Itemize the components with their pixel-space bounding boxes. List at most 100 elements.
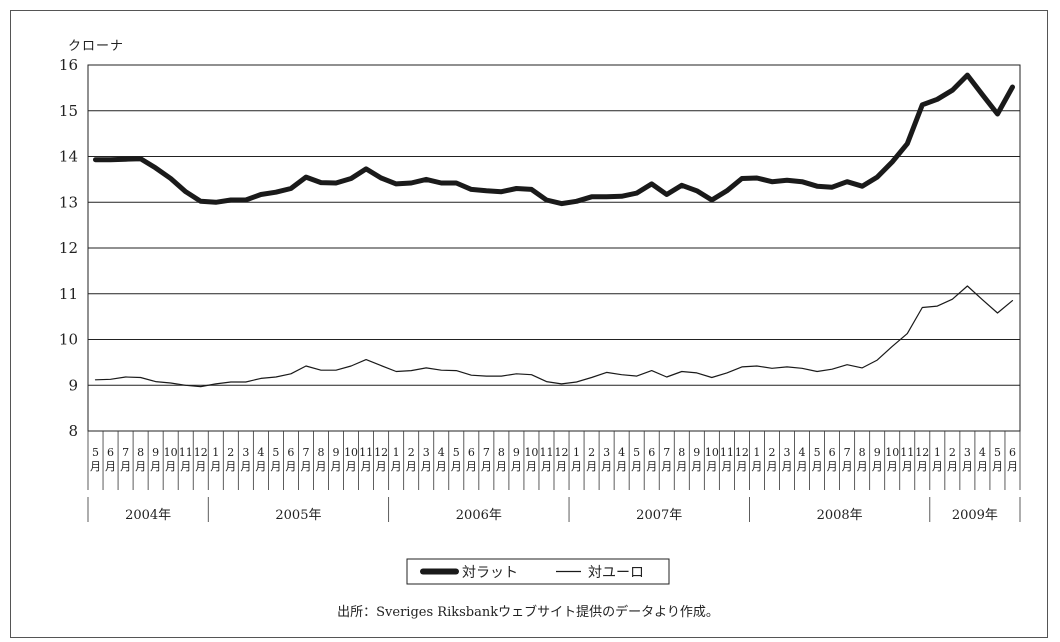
year-label: 2009年 bbox=[952, 508, 998, 523]
month-unit-label: 月 bbox=[556, 460, 567, 473]
y-tick-label: 10 bbox=[59, 331, 78, 349]
month-tick-label: 9 bbox=[513, 446, 520, 459]
month-tick-label: 2 bbox=[949, 446, 956, 459]
month-unit-label: 月 bbox=[962, 460, 973, 473]
month-unit-label: 月 bbox=[316, 460, 327, 473]
month-tick-label: 3 bbox=[964, 446, 971, 459]
month-tick-label: 11 bbox=[359, 446, 373, 459]
month-unit-label: 月 bbox=[361, 460, 372, 473]
month-unit-label: 月 bbox=[766, 460, 777, 473]
month-unit-label: 月 bbox=[90, 460, 101, 473]
x-axis: 5月6月7月8月9月10月11月12月1月2月3月4月5月6月7月8月9月10月… bbox=[87, 431, 1021, 523]
month-tick-label: 11 bbox=[720, 446, 734, 459]
year-label: 2008年 bbox=[817, 508, 863, 523]
month-unit-label: 月 bbox=[481, 460, 492, 473]
month-unit-label: 月 bbox=[812, 460, 823, 473]
month-unit-label: 月 bbox=[195, 460, 206, 473]
month-tick-label: 9 bbox=[693, 446, 700, 459]
month-tick-label: 2 bbox=[227, 446, 234, 459]
month-tick-label: 12 bbox=[735, 446, 749, 459]
month-tick-label: 9 bbox=[333, 446, 340, 459]
month-unit-label: 月 bbox=[541, 460, 552, 473]
legend-label-series-1: 対ラット bbox=[462, 565, 518, 581]
month-unit-label: 月 bbox=[947, 460, 958, 473]
month-tick-label: 2 bbox=[768, 446, 775, 459]
chart-frame bbox=[10, 10, 1048, 638]
month-unit-label: 月 bbox=[406, 460, 417, 473]
month-tick-label: 6 bbox=[107, 446, 114, 459]
month-unit-label: 月 bbox=[706, 460, 717, 473]
month-unit-label: 月 bbox=[270, 460, 281, 473]
gridlines bbox=[88, 110, 1020, 386]
month-tick-label: 10 bbox=[524, 446, 538, 459]
month-tick-label: 6 bbox=[1009, 446, 1016, 459]
month-tick-label: 1 bbox=[573, 446, 580, 459]
y-axis-label: クローナ bbox=[68, 39, 124, 54]
month-tick-label: 6 bbox=[287, 446, 294, 459]
month-unit-label: 月 bbox=[932, 460, 943, 473]
month-tick-label: 5 bbox=[272, 446, 279, 459]
month-tick-label: 3 bbox=[603, 446, 610, 459]
month-tick-label: 2 bbox=[588, 446, 595, 459]
month-tick-label: 1 bbox=[753, 446, 760, 459]
month-tick-label: 10 bbox=[705, 446, 719, 459]
legend-label-series-2: 対ユーロ bbox=[588, 565, 644, 581]
month-unit-label: 月 bbox=[992, 460, 1003, 473]
y-tick-label: 12 bbox=[59, 239, 78, 257]
month-tick-label: 12 bbox=[915, 446, 929, 459]
month-tick-label: 8 bbox=[678, 446, 685, 459]
month-unit-label: 月 bbox=[331, 460, 342, 473]
source-note: 出所：Sveriges Riksbankウェブサイト提供のデータより作成。 bbox=[337, 604, 719, 620]
month-unit-label: 月 bbox=[120, 460, 131, 473]
month-tick-label: 12 bbox=[374, 446, 388, 459]
month-unit-label: 月 bbox=[285, 460, 296, 473]
month-tick-label: 4 bbox=[979, 446, 986, 459]
month-tick-label: 3 bbox=[423, 446, 430, 459]
month-unit-label: 月 bbox=[180, 460, 191, 473]
month-tick-label: 1 bbox=[934, 446, 941, 459]
month-tick-label: 9 bbox=[152, 446, 159, 459]
month-tick-label: 7 bbox=[122, 446, 129, 459]
month-tick-label: 10 bbox=[164, 446, 178, 459]
month-tick-label: 7 bbox=[663, 446, 670, 459]
month-unit-label: 月 bbox=[631, 460, 642, 473]
month-tick-label: 4 bbox=[257, 446, 264, 459]
month-unit-label: 月 bbox=[616, 460, 627, 473]
month-tick-label: 3 bbox=[784, 446, 791, 459]
month-tick-label: 5 bbox=[994, 446, 1001, 459]
month-tick-label: 2 bbox=[408, 446, 415, 459]
month-tick-label: 11 bbox=[900, 446, 914, 459]
y-tick-label: 16 bbox=[59, 56, 78, 74]
month-unit-label: 月 bbox=[421, 460, 432, 473]
legend: 対ラット 対ユーロ bbox=[406, 558, 670, 585]
y-tick-label: 15 bbox=[59, 102, 78, 120]
month-tick-label: 8 bbox=[137, 446, 144, 459]
month-unit-label: 月 bbox=[601, 460, 612, 473]
month-unit-label: 月 bbox=[511, 460, 522, 473]
month-unit-label: 月 bbox=[887, 460, 898, 473]
month-tick-label: 7 bbox=[844, 446, 851, 459]
month-unit-label: 月 bbox=[105, 460, 116, 473]
month-tick-label: 4 bbox=[618, 446, 625, 459]
month-unit-label: 月 bbox=[135, 460, 146, 473]
month-unit-label: 月 bbox=[255, 460, 266, 473]
month-unit-label: 月 bbox=[451, 460, 462, 473]
month-unit-label: 月 bbox=[827, 460, 838, 473]
month-unit-label: 月 bbox=[661, 460, 672, 473]
month-unit-label: 月 bbox=[496, 460, 507, 473]
month-tick-label: 8 bbox=[498, 446, 505, 459]
month-tick-label: 7 bbox=[302, 446, 309, 459]
month-tick-label: 1 bbox=[393, 446, 400, 459]
series-line-thin bbox=[94, 285, 1014, 388]
month-tick-label: 11 bbox=[539, 446, 553, 459]
month-unit-label: 月 bbox=[857, 460, 868, 473]
month-tick-label: 3 bbox=[242, 446, 249, 459]
month-unit-label: 月 bbox=[736, 460, 747, 473]
month-tick-label: 12 bbox=[194, 446, 208, 459]
year-label: 2005年 bbox=[275, 508, 321, 523]
month-unit-label: 月 bbox=[240, 460, 251, 473]
month-unit-label: 月 bbox=[210, 460, 221, 473]
month-unit-label: 月 bbox=[300, 460, 311, 473]
month-tick-label: 4 bbox=[799, 446, 806, 459]
